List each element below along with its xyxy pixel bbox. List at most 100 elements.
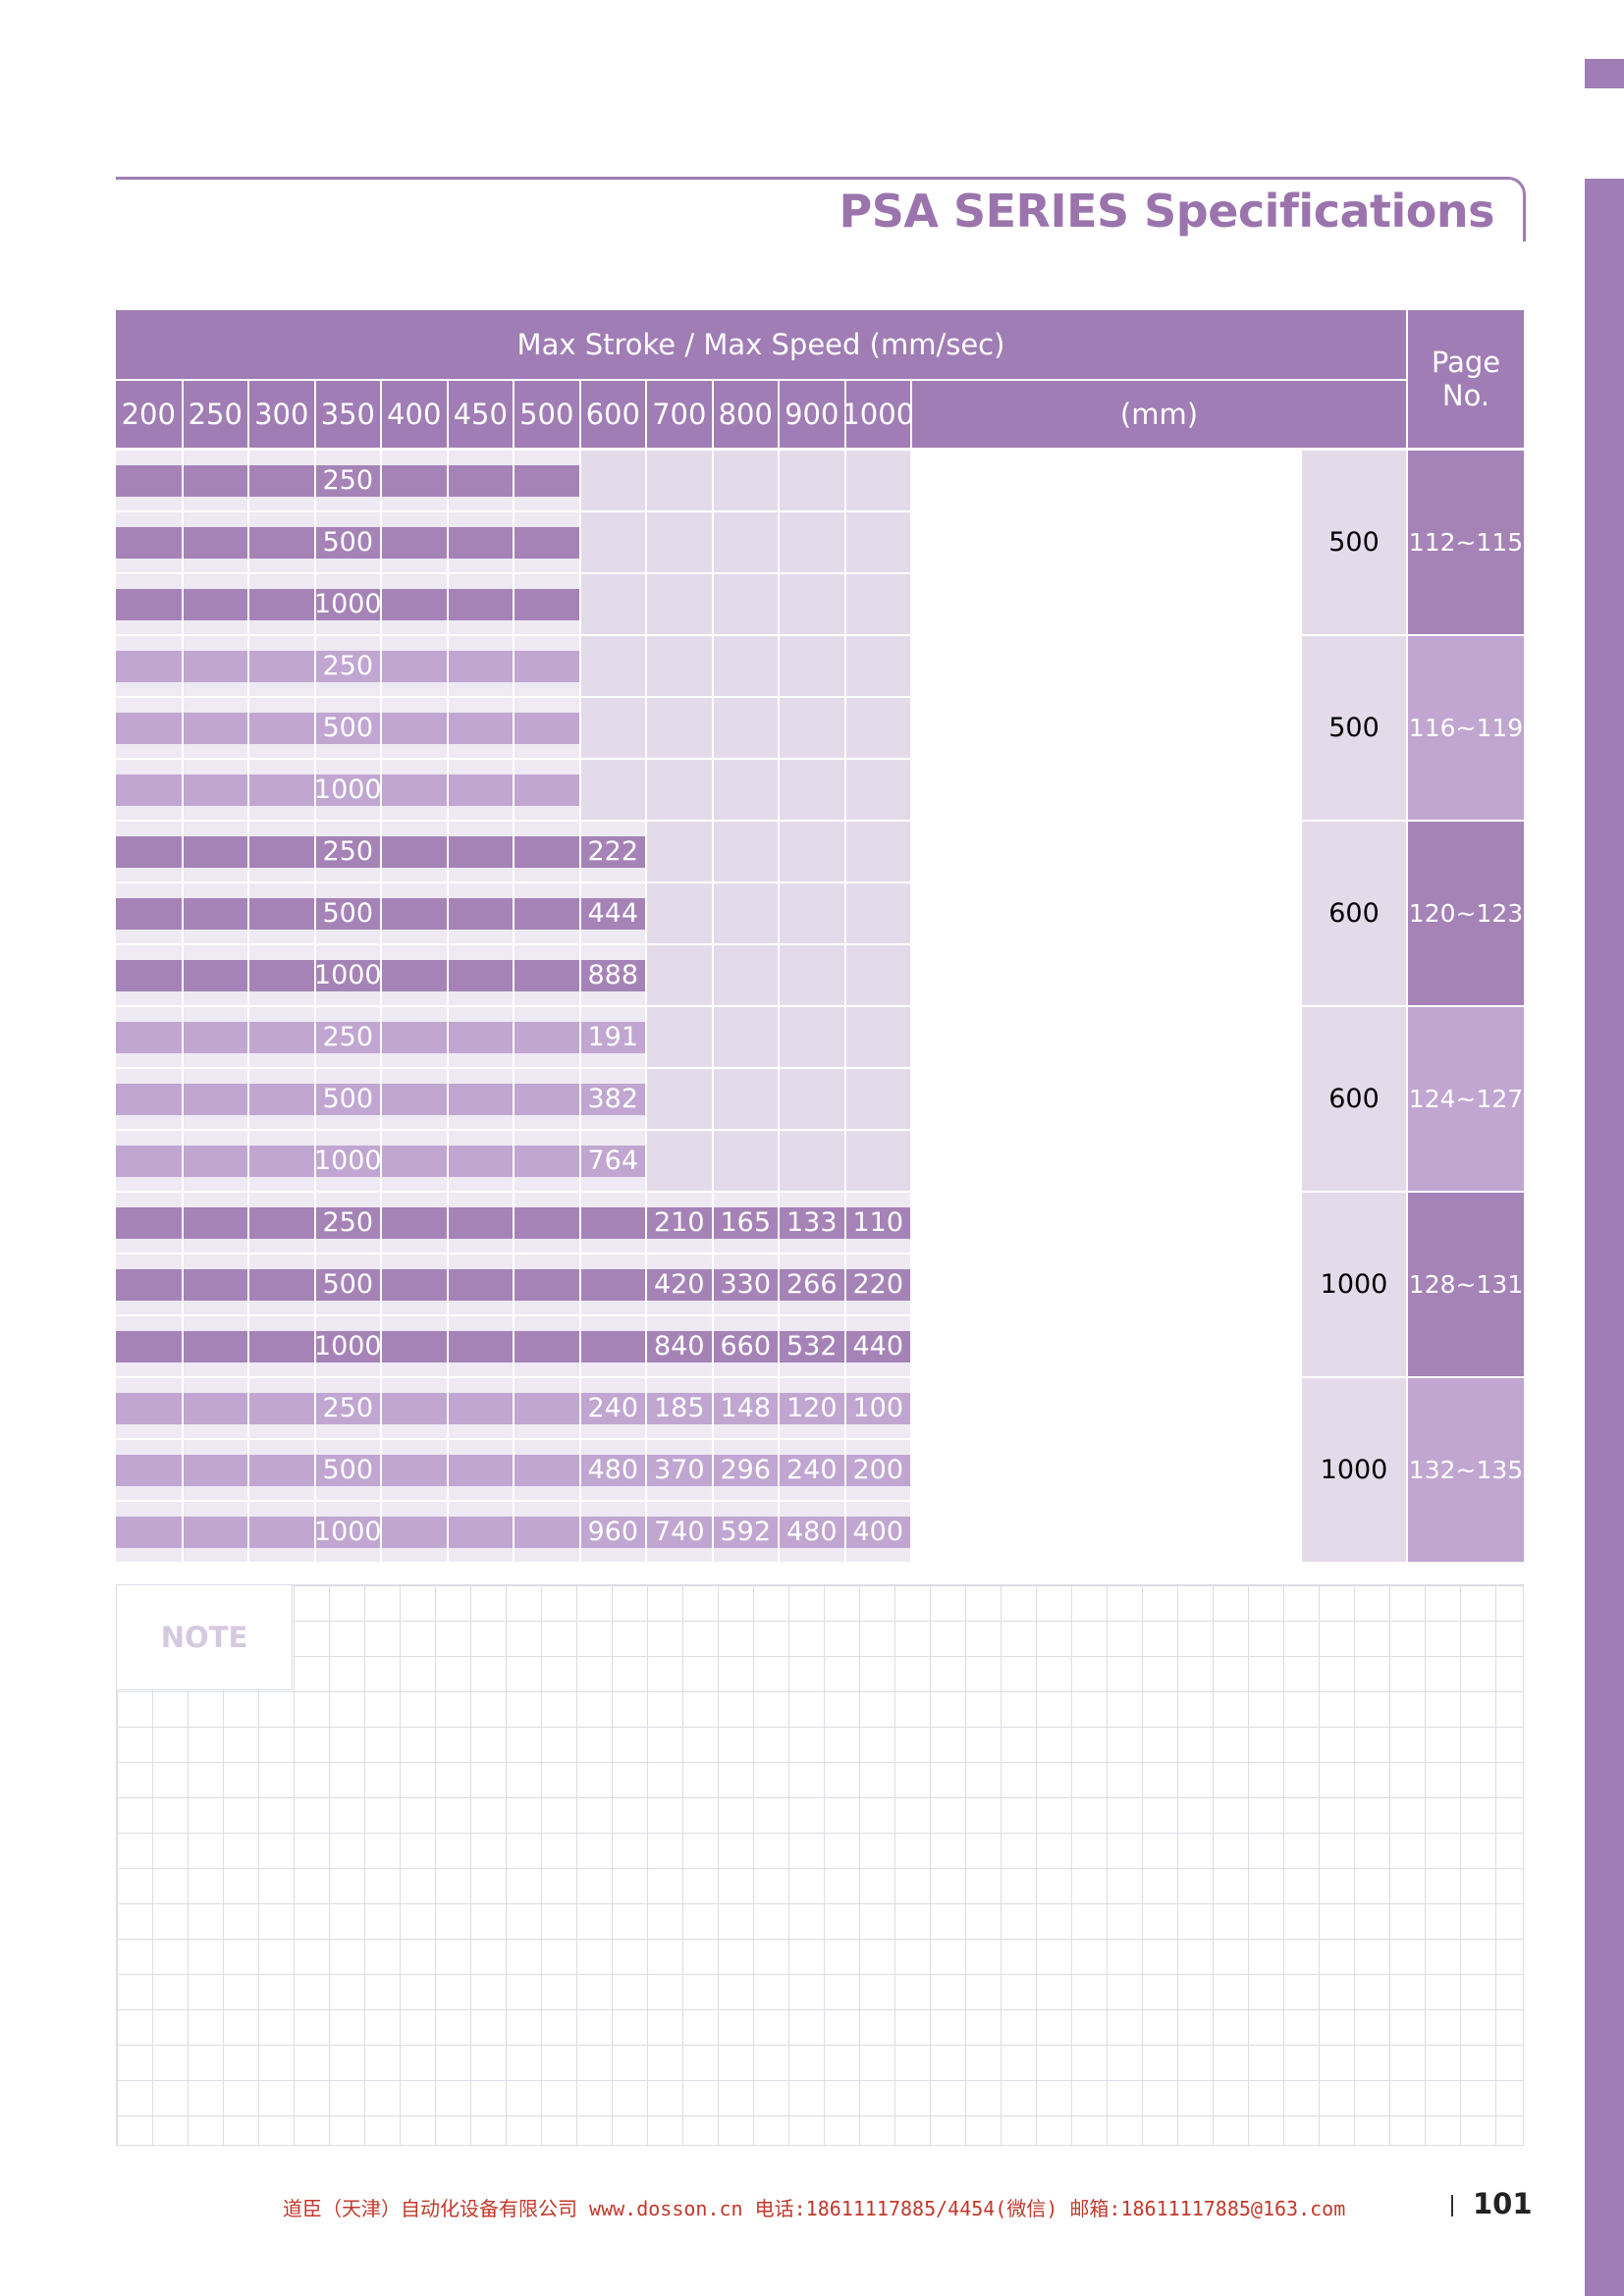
column-divider	[578, 1006, 581, 1192]
empty-cell	[845, 574, 910, 634]
header-col-350: 350	[315, 381, 380, 448]
speed-bar	[116, 465, 580, 497]
speed-value: 888	[587, 960, 639, 990]
empty-cell	[580, 451, 645, 510]
column-divider	[645, 635, 647, 821]
column-divider	[910, 635, 912, 821]
column-divider	[778, 1192, 780, 1377]
column-divider	[910, 1377, 912, 1563]
stroke-mm-cell: 1000	[1302, 1193, 1406, 1376]
speed-value: 480	[785, 1517, 838, 1547]
column-divider	[313, 1006, 316, 1192]
empty-cell	[647, 822, 712, 881]
column-divider	[446, 1377, 449, 1563]
column-divider	[843, 821, 846, 1006]
column-divider	[711, 1377, 714, 1563]
lead-label: 1000	[313, 589, 382, 619]
column-divider	[181, 450, 184, 635]
empty-cell	[647, 1007, 712, 1067]
empty-cell	[780, 1131, 844, 1191]
lead-label: 500	[322, 1455, 374, 1485]
column-divider	[513, 821, 514, 1006]
header-col-200: 200	[116, 381, 182, 448]
header-col-250: 250	[183, 381, 247, 448]
empty-cell	[713, 945, 778, 1005]
speed-value: 532	[785, 1331, 838, 1362]
column-divider	[247, 450, 249, 635]
speed-value: 420	[653, 1269, 705, 1300]
empty-cell	[647, 574, 712, 634]
header-page-no: Page No.	[1408, 310, 1524, 448]
empty-cell	[647, 1069, 712, 1129]
column-divider	[778, 450, 780, 635]
column-divider	[910, 450, 912, 635]
column-divider	[181, 821, 184, 1006]
empty-cell	[845, 883, 910, 943]
speed-value: 960	[587, 1517, 639, 1547]
lead-label: 250	[322, 1393, 374, 1423]
speed-value: 110	[852, 1207, 904, 1238]
speed-value: 148	[720, 1393, 772, 1423]
lead-label: 1000	[313, 1146, 382, 1176]
empty-cell	[580, 760, 645, 820]
column-divider	[313, 450, 316, 635]
note-grid	[116, 1584, 1524, 2146]
empty-cell	[580, 636, 645, 696]
footer-contact: 道臣（天津）自动化设备有限公司 www.dosson.cn 电话:1861111…	[283, 2197, 1346, 2220]
column-divider	[645, 1192, 647, 1377]
lead-label: 1000	[313, 774, 382, 805]
column-divider	[513, 1006, 514, 1192]
column-divider	[711, 821, 714, 1006]
empty-cell	[780, 574, 844, 634]
header-col-700: 700	[647, 381, 712, 448]
speed-value: 330	[720, 1269, 772, 1300]
empty-cell	[713, 512, 778, 572]
empty-cell	[713, 883, 778, 943]
page-number-separator	[1451, 2195, 1453, 2216]
column-divider	[778, 635, 780, 821]
title-rule	[116, 177, 1508, 180]
speed-value: 840	[653, 1331, 705, 1362]
speed-value: 222	[587, 836, 639, 867]
empty-cell	[780, 883, 844, 943]
column-divider	[910, 1192, 912, 1377]
group-divider	[116, 1191, 1524, 1193]
lead-label: 250	[322, 1207, 374, 1238]
header-col-300: 300	[249, 381, 314, 448]
column-divider	[181, 1192, 184, 1377]
empty-cell	[713, 1069, 778, 1129]
speed-value: 370	[653, 1455, 705, 1485]
column-divider	[247, 635, 249, 821]
column-divider	[446, 635, 449, 821]
column-divider	[843, 1377, 846, 1563]
column-divider	[711, 1006, 714, 1192]
empty-cell	[845, 698, 910, 758]
empty-cell	[580, 574, 645, 634]
header-col-1000: 1000	[841, 381, 914, 448]
empty-cell	[647, 1131, 712, 1191]
column-divider	[910, 821, 912, 1006]
column-divider	[578, 450, 581, 635]
page-range-cell: 124~127	[1408, 1007, 1524, 1191]
speed-bar	[116, 713, 580, 744]
column-divider	[910, 1006, 912, 1192]
empty-cell	[713, 698, 778, 758]
column-divider	[380, 1006, 382, 1192]
speed-value: 165	[720, 1207, 772, 1238]
speed-value: 220	[852, 1269, 904, 1300]
lead-label: 1000	[313, 1517, 382, 1547]
column-divider	[578, 1192, 581, 1377]
column-divider	[778, 1377, 780, 1563]
column-divider	[645, 450, 647, 635]
speed-value: 740	[653, 1517, 705, 1547]
speed-value: 100	[852, 1393, 904, 1423]
lead-label: 250	[322, 836, 374, 867]
empty-cell	[713, 1007, 778, 1067]
stroke-mm-cell: 500	[1302, 636, 1406, 820]
column-divider	[380, 1377, 382, 1563]
column-divider	[181, 1377, 184, 1563]
group-divider	[116, 1376, 1524, 1378]
speed-value: 480	[587, 1455, 639, 1485]
empty-cell	[713, 1131, 778, 1191]
column-divider	[313, 635, 316, 821]
